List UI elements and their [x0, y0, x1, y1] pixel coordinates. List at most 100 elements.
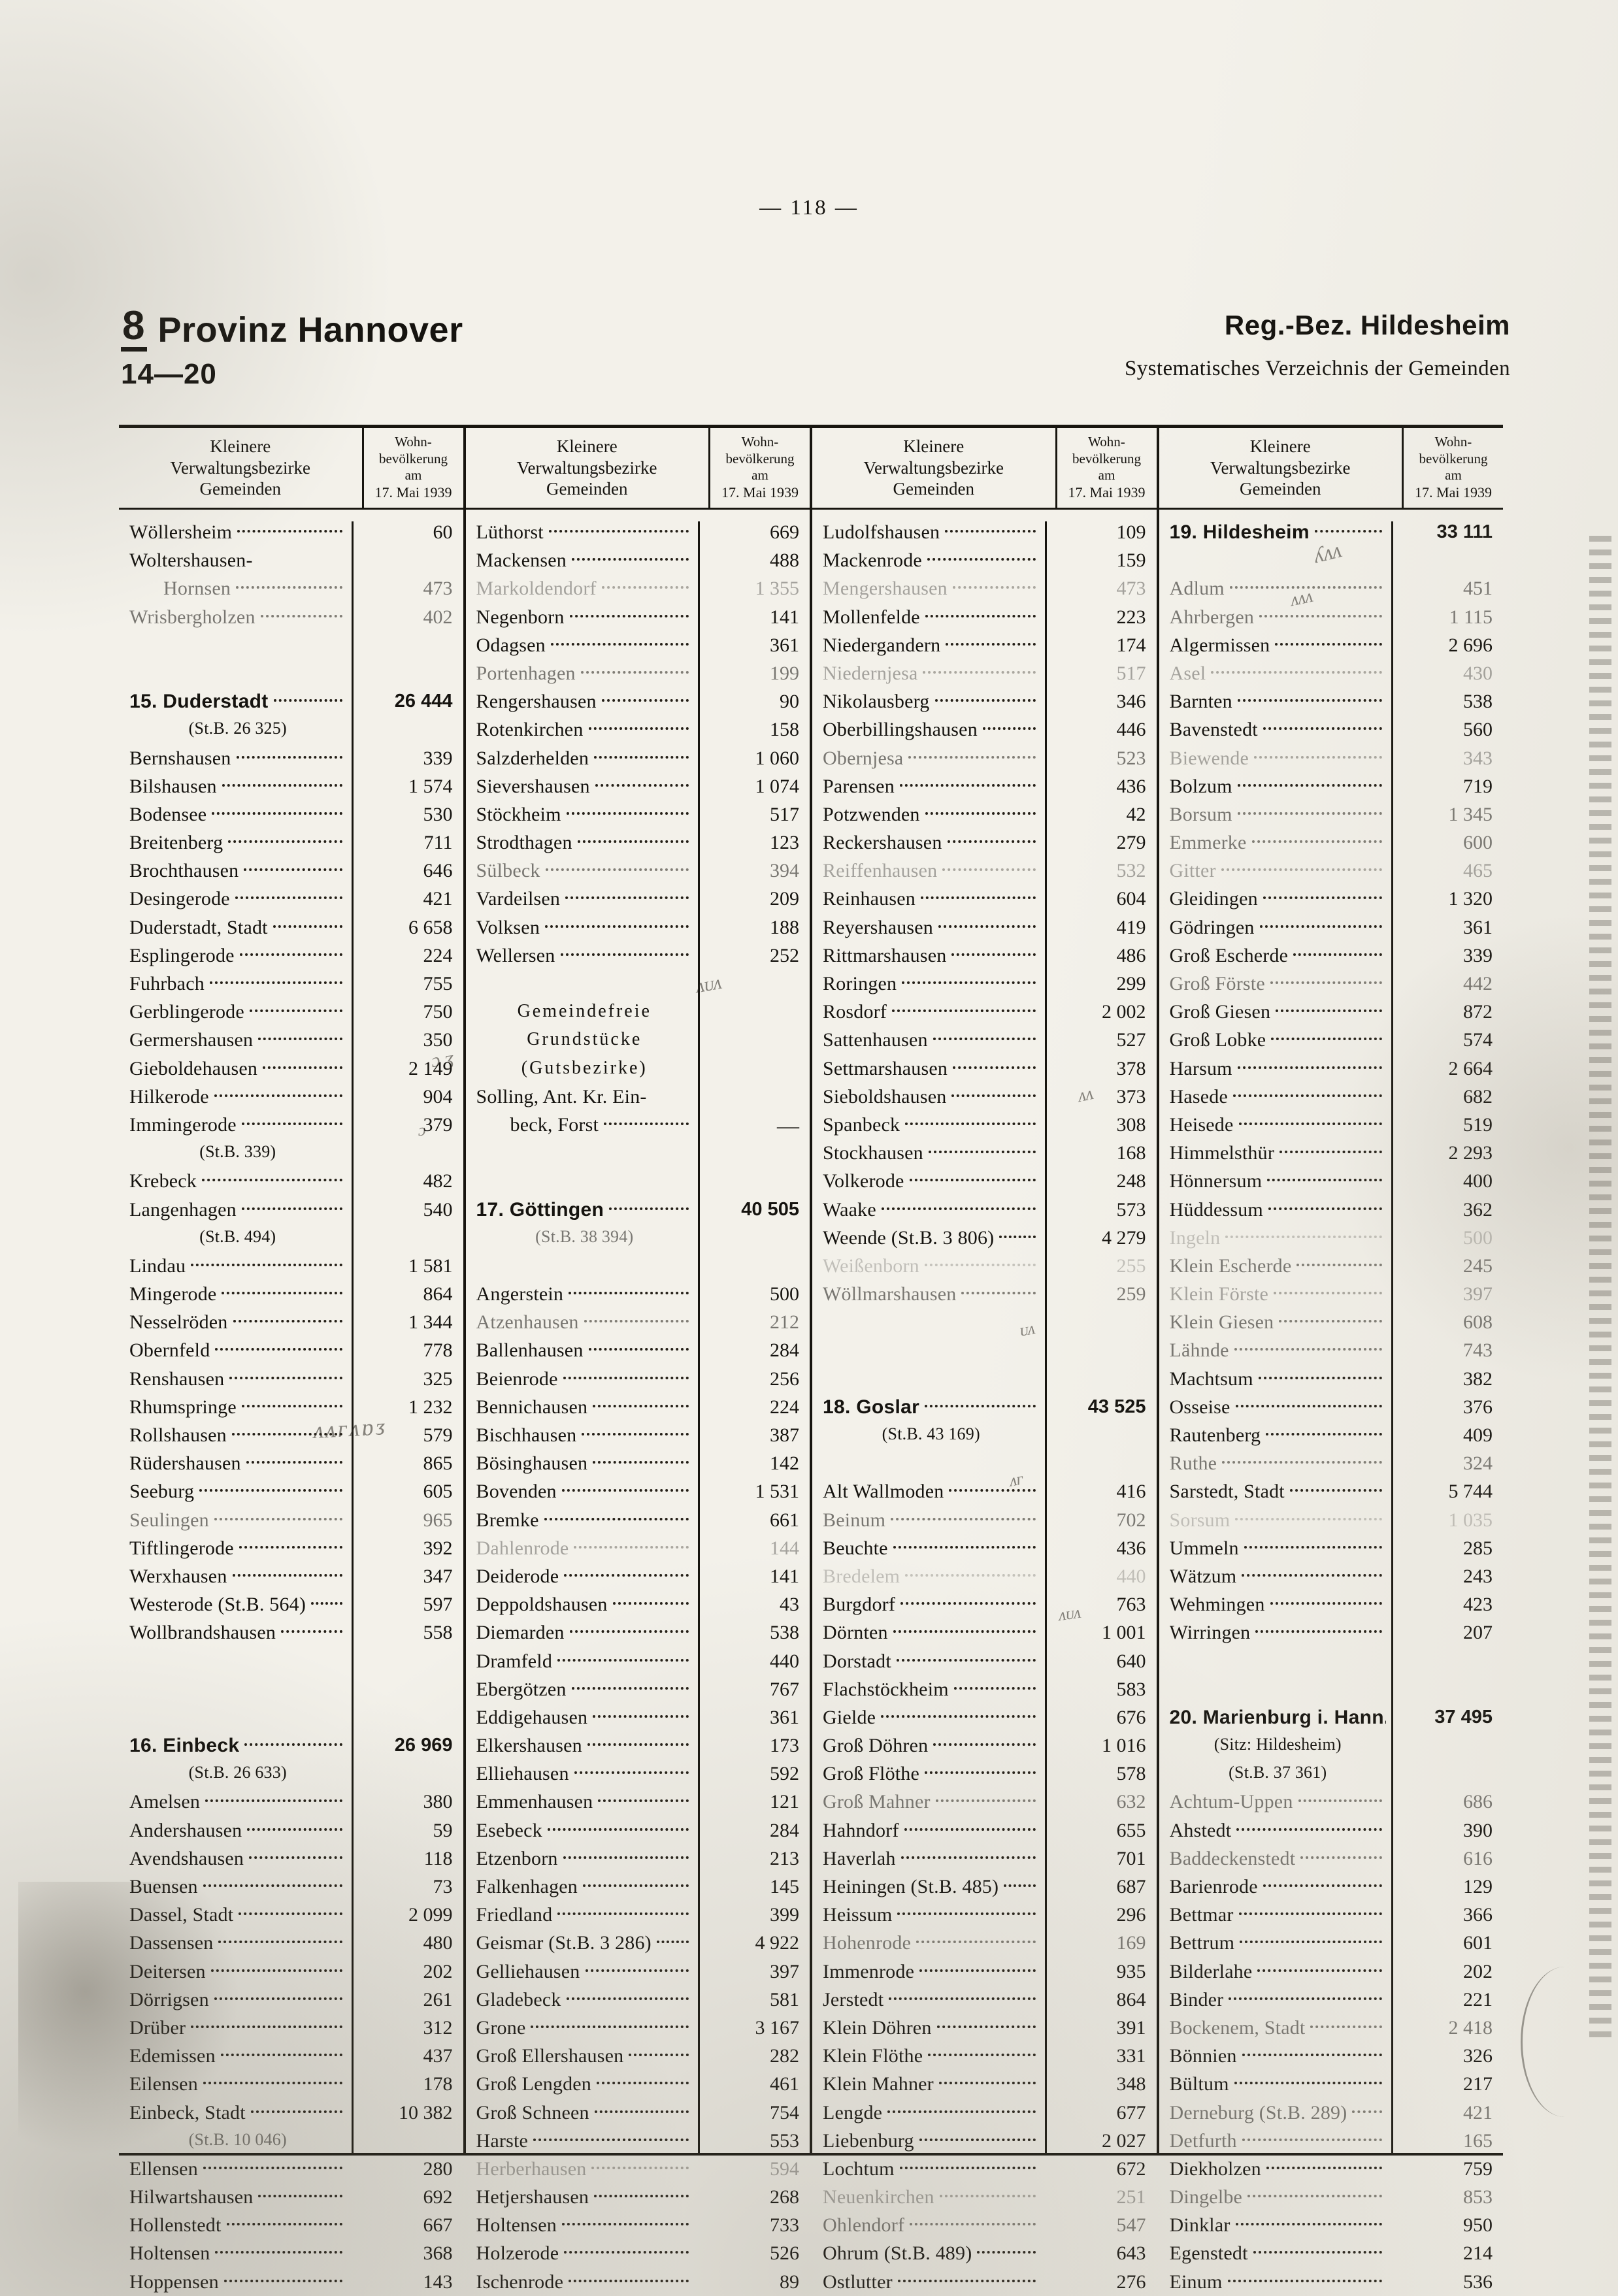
folio-number: — 118 —: [759, 196, 859, 220]
gemeinde-name: Niedernjesa: [823, 662, 918, 684]
population-cell: 33 111: [1436, 521, 1493, 542]
population-cell: 451: [1463, 578, 1493, 600]
gemeinde-row: Negenborn: [476, 606, 693, 634]
population-cell: 376: [1463, 1396, 1493, 1418]
gemeinde-name: Biewende: [1169, 747, 1249, 769]
population-cell: 256: [770, 1368, 799, 1390]
gemeinde-name: Tiftlingerode: [129, 1537, 234, 1559]
population-cell: 362: [1463, 1198, 1493, 1221]
gemeinde-name: Ingeln: [1169, 1226, 1221, 1249]
gemeinde-name: Rautenberg: [1169, 1424, 1261, 1446]
gemeinde-row: Grone: [476, 2017, 693, 2045]
population-cell: 904: [423, 1085, 453, 1107]
gemeinde-name: Ahstedt: [1169, 1819, 1232, 1841]
leader-dots: [952, 586, 1036, 589]
gemeinde-row: Fuhrbach: [129, 973, 346, 1001]
population-cell: 2 696: [1448, 634, 1493, 656]
population-cell: 399: [770, 1904, 799, 1926]
leader-dots: [889, 1997, 1036, 2000]
population-cell: 573: [1116, 1198, 1146, 1221]
column-header-line: Kleinere: [210, 436, 271, 457]
gemeinde-row: Herberhausen: [476, 2158, 693, 2186]
stadtbezirk-note-label: (St.B. 494): [199, 1226, 276, 1246]
gemeinde-row: Esplingerode: [129, 945, 346, 973]
gemeinde-name: Gitter: [1169, 860, 1216, 882]
population-cell: 296: [1116, 1904, 1146, 1926]
gemeinde-name: Groß Förste: [1169, 973, 1265, 994]
gemeinde-row: Derneburg (St.B. 289): [1170, 2102, 1387, 2130]
population-cell: 872: [1463, 1001, 1493, 1023]
column-header-population: Wohn-bevölkerung am 17. Mai 1939: [708, 428, 810, 508]
gemeinde-name: Werxhausen: [129, 1565, 227, 1587]
gemeinde-row: Einum: [1170, 2271, 1387, 2296]
population-cell: 500: [1463, 1226, 1493, 1249]
gemeinde-name: Bönnien: [1169, 2045, 1237, 2067]
gemeinde-row: Hönnersum: [1170, 1170, 1387, 1198]
gemeinde-name: Hetjershausen: [476, 2186, 589, 2208]
leader-dots: [938, 925, 1036, 928]
population-cell: 348: [1116, 2073, 1146, 2095]
leader-dots: [1251, 840, 1382, 844]
leader-dots: [947, 840, 1036, 844]
gemeinde-row: Reiffenhausen: [823, 860, 1040, 888]
population-cell: 284: [770, 1819, 799, 1841]
stadtbezirk-note-label: (St.B. 26 633): [188, 1763, 287, 1782]
leader-dots: [220, 2054, 342, 2057]
population-cell: 480: [423, 1932, 453, 1954]
gemeinde-row: Bennichausen: [476, 1396, 693, 1424]
leader-dots: [953, 1066, 1036, 1069]
population-cell: 965: [423, 1509, 453, 1531]
gemeinde-name: Weende (St.B. 3 806): [823, 1226, 995, 1249]
gemeinde-name: Bettrum: [1169, 1932, 1235, 1954]
gemeinde-name-column: 19. Hildesheim Adlum Ahrbergen Algermissen A…: [1159, 521, 1392, 2293]
leader-dots: [909, 1179, 1036, 1182]
gemeinde-name: Neuenkirchen: [823, 2186, 934, 2208]
gemeinde-row: Groß Schneen: [476, 2102, 693, 2130]
gemeinde-row: Dorstadt: [823, 1650, 1040, 1679]
gemeinde-name: Bavenstedt: [1169, 719, 1258, 741]
population-cell: 26 444: [394, 691, 453, 712]
leader-dots: [951, 953, 1036, 956]
population-cell: 202: [423, 1960, 453, 1982]
gemeinde-name: Waake: [823, 1198, 876, 1221]
gemeinde-row: Machtsum: [1170, 1368, 1387, 1396]
gemeinde-row: Wöllersheim: [129, 521, 346, 549]
population-cell: 284: [770, 1339, 799, 1362]
population-cell: 1 060: [755, 747, 800, 769]
gemeinde-row: Reckershausen: [823, 832, 1040, 860]
gemeinde-row: Heiningen (St.B. 485): [823, 1876, 1040, 1904]
population-cell: 387: [770, 1424, 799, 1446]
population-cell: 440: [770, 1650, 799, 1672]
leader-dots: [233, 1320, 342, 1323]
gemeinde-row: Gladebeck: [476, 1989, 693, 2017]
population-cell: [1393, 1679, 1493, 1707]
leader-dots: [582, 1433, 689, 1435]
leader-dots: [1235, 2223, 1382, 2226]
population-cell: 661: [770, 1509, 799, 1531]
gemeinde-name: Ballenhausen: [476, 1339, 584, 1362]
column-header-line: Gemeinden: [546, 479, 628, 499]
gemeinde-name: Obernfeld: [129, 1339, 210, 1362]
population-cell: 687: [1116, 1876, 1146, 1897]
population-cell: 168: [1116, 1142, 1146, 1164]
population-cell: 5 744: [1448, 1481, 1493, 1503]
leader-dots: [1259, 925, 1382, 928]
gemeinde-row: Ischenrode: [476, 2271, 693, 2296]
gemeinde-row: Markoldendorf: [476, 578, 693, 606]
leader-dots: [241, 1404, 342, 1407]
gemeinde-row: Barnten: [1170, 691, 1387, 719]
gemeinde-name: Lüthorst: [476, 521, 544, 543]
leader-dots: [232, 1573, 342, 1577]
leader-dots: [569, 614, 689, 617]
kreis-row: 16. Einbeck: [129, 1735, 346, 1763]
leader-dots: [1237, 812, 1382, 815]
population-cell: —: [777, 1113, 799, 1138]
population-cell: 950: [1463, 2214, 1493, 2237]
leader-dots: [258, 1038, 342, 1041]
leader-dots: [263, 1066, 342, 1069]
population-cell: 129: [1463, 1876, 1493, 1897]
leader-dots: [1211, 670, 1382, 674]
column-header-line: 17. Mai 1939: [721, 484, 799, 500]
gemeinde-row: Asel: [1170, 663, 1387, 691]
leader-dots: [1247, 2195, 1382, 2198]
